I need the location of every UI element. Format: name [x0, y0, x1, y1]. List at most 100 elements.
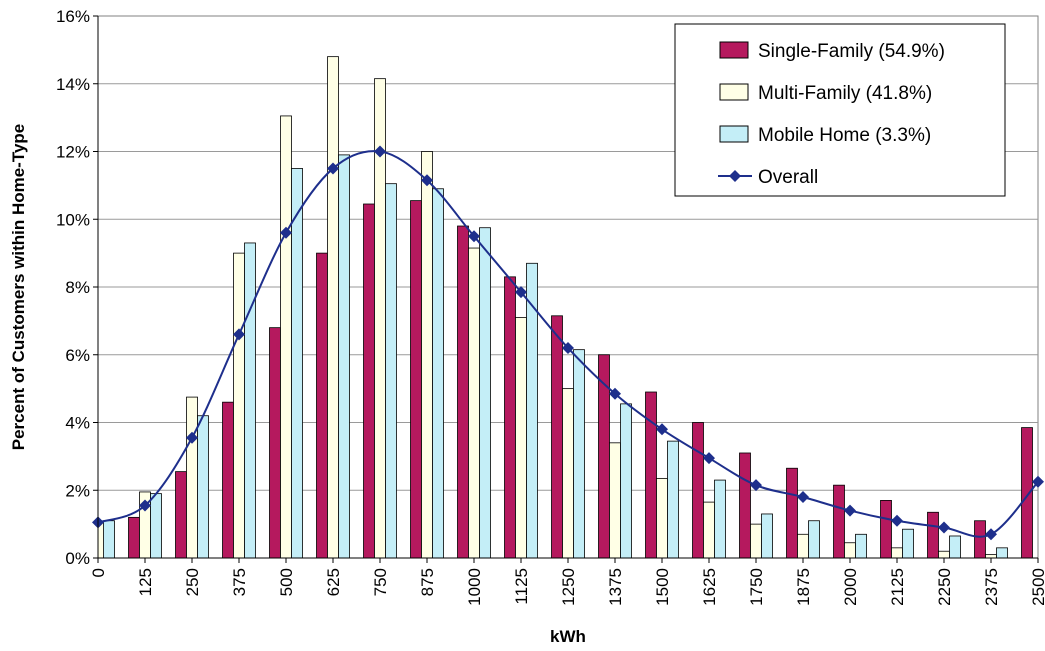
x-tick-label: 1500	[653, 568, 672, 606]
bar-multi-family-1625	[703, 501, 715, 559]
legend-label-single-family: Single-Family (54.9%)	[758, 41, 945, 62]
overall-point-1625	[703, 452, 715, 465]
overall-point-1250	[562, 341, 574, 354]
bar-multi-family-2125	[891, 547, 903, 559]
bar-mobile-2375	[996, 547, 1008, 559]
y-tick-label: 10%	[56, 210, 90, 229]
bar-multi-family-500	[280, 115, 292, 559]
bar-single-family-1500	[645, 391, 657, 559]
x-tick-label: 750	[371, 568, 390, 596]
bar-single-family-500	[269, 327, 281, 559]
bar-single-family-1250	[551, 315, 563, 559]
bar-single-family-125	[128, 516, 140, 559]
bar-multi-family-875	[421, 151, 433, 559]
y-tick-label: 12%	[56, 143, 90, 162]
bar-multi-family-1750	[750, 523, 762, 559]
bar-single-family-1750	[739, 452, 751, 559]
bar-multi-family-375	[233, 252, 245, 559]
bar-multi-family-1250	[562, 388, 574, 559]
legend-item-overall: Overall	[718, 167, 818, 188]
bar-mobile-500	[291, 168, 303, 559]
legend-label-multi-family: Multi-Family (41.8%)	[758, 83, 932, 104]
bar-mobile-875	[432, 188, 444, 559]
overall-point-750	[374, 145, 386, 158]
overall-point-2125	[891, 514, 903, 527]
overall-point-125	[139, 499, 151, 512]
x-tick-label: 1375	[606, 568, 625, 606]
bar-single-family-2250	[927, 511, 939, 559]
bar-mobile-1500	[667, 440, 679, 559]
bar-single-family-2000	[833, 484, 845, 559]
bar-single-family-375	[222, 401, 234, 559]
legend-item-mobile-home: Mobile Home (3.3%)	[719, 125, 931, 146]
bar-multi-family-250	[186, 396, 198, 559]
bar-mobile-2250	[949, 535, 961, 559]
legend-label-mobile-home: Mobile Home (3.3%)	[758, 125, 931, 146]
overall-point-500	[280, 226, 292, 239]
x-tick-label: 2125	[888, 568, 907, 606]
x-tick-label: 250	[183, 568, 202, 596]
bar-mobile-750	[385, 183, 397, 559]
bar-multi-family-1125	[515, 317, 527, 559]
overall-point-1500	[656, 423, 668, 436]
bar-multi-family-2375	[985, 554, 997, 559]
overall-point-1875	[797, 491, 809, 504]
bar-multi-family-1375	[609, 442, 621, 559]
bar-mobile-2000	[855, 533, 867, 559]
x-tick-label: 1625	[700, 568, 719, 606]
overall-point-875	[421, 174, 433, 187]
bar-single-family-750	[363, 203, 375, 559]
y-tick-label: 16%	[56, 7, 90, 26]
bar-single-family-2500	[1021, 427, 1033, 559]
legend-item-multi-family: Multi-Family (41.8%)	[719, 83, 932, 104]
bar-single-family-625	[316, 252, 328, 559]
bar-multi-family-2250	[938, 550, 950, 559]
y-tick-labels: 0% 2% 4% 6% 8% 10% 12% 14% 16%	[56, 7, 98, 568]
bar-single-family-1625	[692, 422, 704, 559]
y-tick-label: 6%	[65, 346, 90, 365]
x-tick-label: 1000	[465, 568, 484, 606]
overall-point-1000	[468, 230, 480, 243]
overall-point-1750	[750, 479, 762, 492]
x-tick-label: 1875	[794, 568, 813, 606]
overall-point-2000	[844, 504, 856, 517]
bar-multi-family-625	[327, 56, 339, 559]
y-tick-label: 4%	[65, 414, 90, 433]
bar-mobile-1000	[479, 227, 491, 559]
x-tick-label: 375	[230, 568, 249, 596]
bar-mobile-125	[150, 493, 162, 559]
x-axis-title: kWh	[550, 627, 586, 646]
x-tick-label: 1750	[747, 568, 766, 606]
bar-single-family-2375	[974, 520, 986, 559]
y-tick-label: 8%	[65, 278, 90, 297]
x-tick-label: 2500	[1029, 568, 1045, 606]
bar-mobile-1125	[526, 262, 538, 559]
legend: Single-Family (54.9%) Multi-Family (41.8…	[674, 23, 1006, 197]
x-tick-label: 2000	[841, 568, 860, 606]
bar-mobile-1250	[573, 349, 585, 559]
legend-swatch-multi-family	[719, 83, 749, 101]
bar-mobile-250	[197, 415, 209, 559]
x-tick-label: 1250	[559, 568, 578, 606]
bar-single-family-250	[175, 471, 187, 559]
legend-marker-overall	[729, 170, 741, 182]
x-tick-label: 2250	[935, 568, 954, 606]
bar-multi-family-1000	[468, 247, 480, 559]
y-axis-title: Percent of Customers within Home-Type	[9, 124, 28, 451]
bar-single-family-1125	[504, 276, 516, 559]
x-tick-label: 2375	[982, 568, 1001, 606]
overall-point-2375	[985, 528, 997, 541]
bar-single-family-1875	[786, 467, 798, 559]
y-tick-label: 0%	[65, 549, 90, 568]
x-tick-label: 1125	[512, 568, 531, 605]
bar-single-family-1000	[457, 225, 469, 559]
bar-mobile-625	[338, 154, 350, 559]
x-tick-label: 625	[324, 568, 343, 596]
bar-mobile-2125	[902, 528, 914, 559]
bar-single-family-875	[410, 200, 422, 559]
bar-multi-family-1500	[656, 477, 668, 559]
bar-single-family-2125	[880, 500, 892, 559]
legend-item-single-family: Single-Family (54.9%)	[719, 41, 945, 62]
x-tick-labels: 0 125 250 375 500 625 750 875 1000 1125 1250 1375 15…	[89, 558, 1045, 606]
